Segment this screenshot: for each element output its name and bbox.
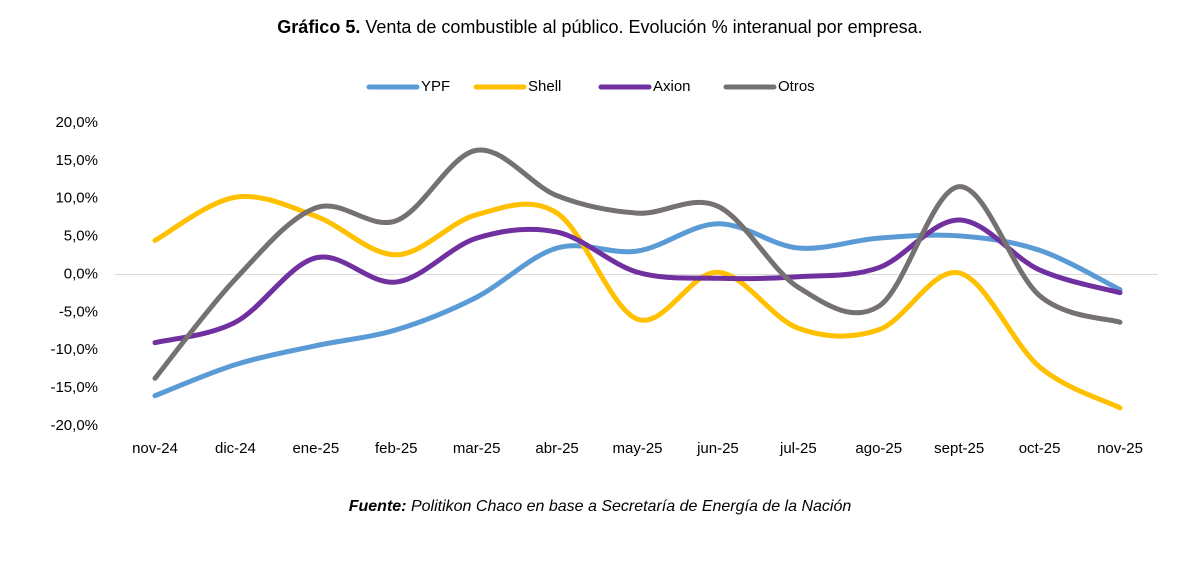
- series-line: [152, 217, 1123, 346]
- x-tick-label: feb-25: [375, 440, 418, 457]
- source: Politikon Chaco en base a Secretaría de …: [411, 498, 851, 515]
- chart-title-group: Gráfico 5. Venta de combustible al públi…: [277, 17, 922, 37]
- x-tick-label: oct-25: [1019, 440, 1061, 457]
- y-tick-label: 15,0%: [55, 152, 98, 169]
- x-tick-label: ene-25: [292, 440, 339, 457]
- source-label: Fuente:: [349, 498, 407, 515]
- y-tick-label: 20,0%: [55, 114, 98, 131]
- source-group: Fuente: Politikon Chaco en base a Secret…: [349, 498, 852, 515]
- x-tick-label: mar-25: [453, 440, 501, 457]
- x-tick-label: abr-25: [535, 440, 578, 457]
- y-tick-label: -20,0%: [50, 417, 98, 434]
- series-line: [152, 221, 1123, 399]
- legend-label: Shell: [528, 78, 561, 95]
- x-tick-label: jun-25: [696, 440, 739, 457]
- y-tick-label: 5,0%: [64, 228, 98, 245]
- y-tick-label: 10,0%: [55, 190, 98, 207]
- y-tick-label: -10,0%: [50, 341, 98, 358]
- x-tick-label: ago-25: [855, 440, 902, 457]
- x-tick-label: dic-24: [215, 440, 256, 457]
- legend-label: Otros: [778, 78, 815, 95]
- chart-title-label: Gráfico 5.: [277, 17, 360, 37]
- y-tick-label: -5,0%: [59, 303, 98, 320]
- series-line: [152, 147, 1123, 381]
- x-tick-label: jul-25: [779, 440, 817, 457]
- legend-label: Axion: [653, 78, 691, 95]
- legend-label: YPF: [421, 78, 450, 95]
- x-tick-label: nov-24: [132, 440, 178, 457]
- x-tick-label: nov-25: [1097, 440, 1143, 457]
- y-tick-label: -15,0%: [50, 379, 98, 396]
- chart-title: Venta de combustible al público. Evoluci…: [365, 17, 922, 37]
- series-line: [152, 194, 1123, 411]
- x-tick-label: may-25: [612, 440, 662, 457]
- y-tick-label: 0,0%: [64, 265, 98, 282]
- x-tick-label: sept-25: [934, 440, 984, 457]
